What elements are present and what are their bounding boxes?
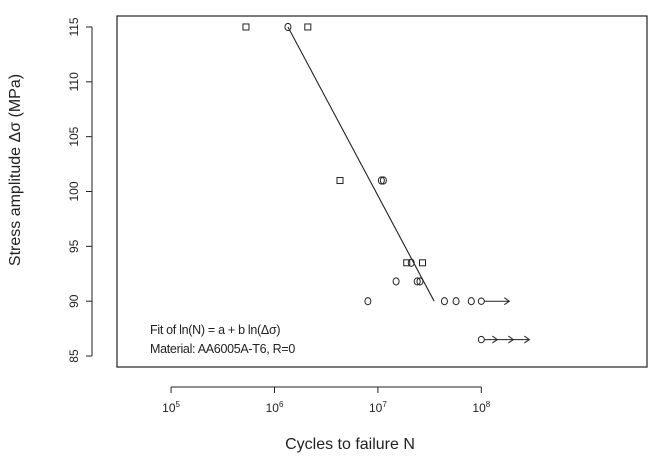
- square-point: [304, 23, 312, 31]
- x-tick-label: 107: [369, 400, 387, 415]
- circle-point: [284, 22, 292, 32]
- circle-point: [407, 258, 415, 267]
- square-point: [419, 259, 427, 267]
- y-tick-label: 110: [67, 72, 81, 91]
- data-points: [242, 22, 531, 344]
- x-tick-label: 106: [266, 400, 284, 415]
- material-annotation: Material: AA6005A-T6, R=0: [150, 342, 296, 356]
- circle-point: [413, 277, 421, 286]
- circle-point: [416, 277, 424, 286]
- runout-point: [477, 335, 531, 344]
- y-axis: 85 90 95 100 105 110 115: [67, 17, 93, 363]
- y-tick-label: 95: [67, 239, 81, 253]
- square-point: [403, 259, 411, 267]
- circle-point: [377, 176, 385, 185]
- runout-point: [477, 297, 511, 306]
- y-tick-label: 105: [67, 126, 81, 146]
- plot-frame: [116, 15, 648, 368]
- regression-line: [287, 26, 435, 302]
- square-point: [336, 177, 344, 185]
- circle-point: [452, 297, 460, 306]
- y-tick-label: 100: [67, 181, 81, 201]
- y-tick-label: 115: [67, 17, 81, 36]
- x-axis-label: Cycles to failure N: [285, 436, 415, 453]
- square-point: [242, 23, 250, 31]
- circle-point: [392, 277, 400, 286]
- y-tick-label: 85: [67, 349, 81, 363]
- circle-point: [379, 176, 387, 185]
- x-axis: 105 106 107 108: [162, 386, 491, 415]
- y-axis-label: Stress amplitude Δσ (MPa): [7, 73, 24, 267]
- circle-point: [440, 297, 448, 306]
- fit-annotation: Fit of ln(N) = a + b ln(Δσ): [150, 323, 281, 337]
- circle-point: [467, 297, 475, 306]
- x-tick-label: 105: [162, 400, 180, 415]
- fit-line: [287, 26, 435, 302]
- circle-point: [364, 297, 372, 306]
- y-tick-label: 90: [67, 294, 81, 308]
- x-tick-label: 108: [472, 400, 490, 415]
